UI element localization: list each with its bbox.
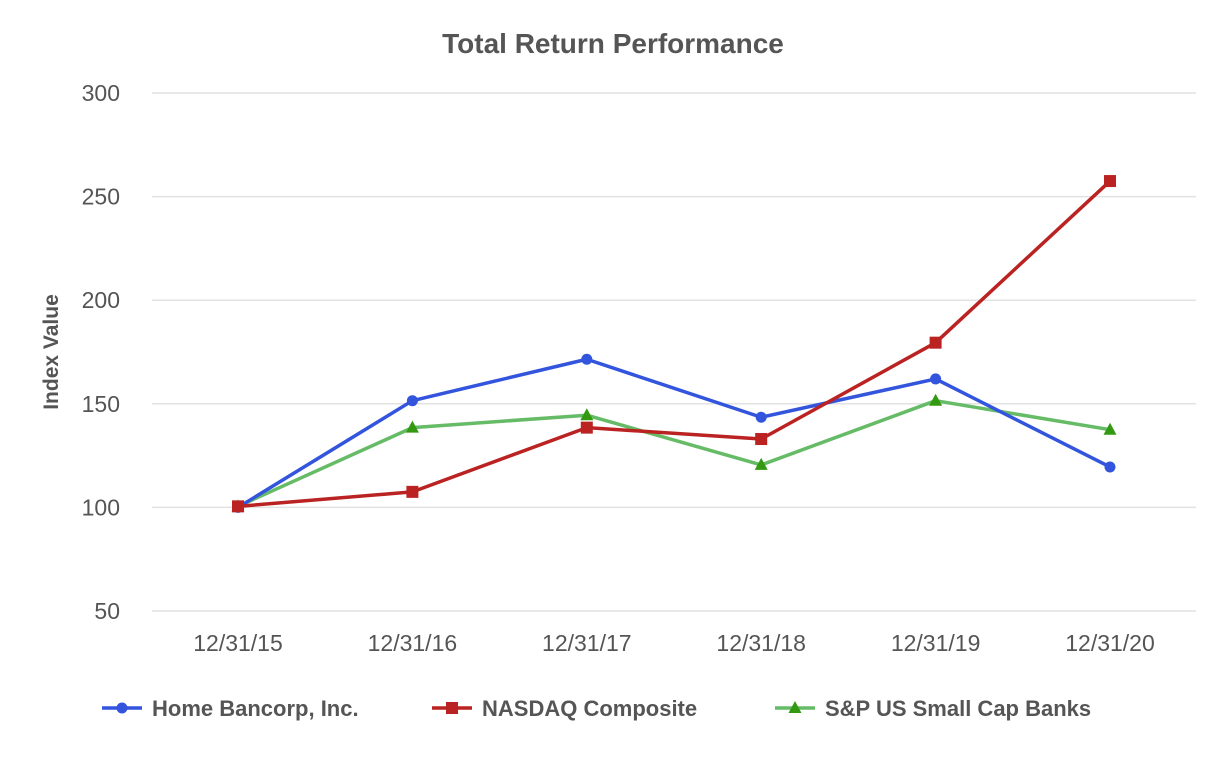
y-tick-label: 200 (82, 287, 120, 313)
x-tick-label: 12/31/19 (891, 630, 981, 656)
data-point (1104, 461, 1116, 473)
x-tick-label: 12/31/16 (368, 630, 458, 656)
data-point (929, 336, 942, 349)
data-point (929, 393, 943, 406)
gridlines (152, 92, 1196, 612)
legend-label: Home Bancorp, Inc. (152, 696, 359, 721)
legend-marker (446, 702, 458, 714)
data-point (580, 408, 594, 421)
data-point (232, 500, 244, 513)
y-axis-title: Index Value (40, 294, 63, 410)
y-tick-label: 250 (82, 184, 120, 210)
data-point (580, 421, 593, 434)
legend-marker (116, 702, 128, 714)
legend-item: S&P US Small Cap Banks (775, 696, 1091, 721)
x-tick-label: 12/31/15 (193, 630, 283, 656)
y-tick-label: 150 (82, 391, 120, 417)
y-tick-label: 100 (82, 494, 120, 520)
data-point (1103, 422, 1117, 435)
x-tick-label: 12/31/17 (542, 630, 632, 656)
x-tick-label: 12/31/20 (1065, 630, 1155, 656)
x-axis-ticks: 12/31/15 12/31/16 12/31/17 12/31/18 12/31/19… (193, 630, 1155, 656)
legend-item: Home Bancorp, Inc. (102, 696, 359, 721)
series-line (236, 179, 1112, 509)
data-point (930, 373, 942, 385)
series-lines (231, 175, 1117, 513)
legend-item: NASDAQ Composite (432, 696, 697, 721)
chart-title: Total Return Performance (442, 28, 784, 59)
legend-label: NASDAQ Composite (482, 696, 697, 721)
data-point (406, 395, 418, 407)
data-point (406, 485, 419, 498)
data-point (754, 457, 768, 470)
data-point (755, 433, 768, 446)
series-line (236, 398, 1112, 509)
series-1 (232, 175, 1116, 513)
legend: Home Bancorp, Inc. NASDAQ Composite S&P US… (102, 696, 1091, 721)
y-axis-ticks: 50 100 150 200 250 300 (82, 80, 120, 624)
series-2 (231, 393, 1117, 512)
data-point (581, 353, 593, 365)
data-point (1104, 175, 1116, 188)
legend-marker (788, 701, 802, 713)
data-point (755, 411, 767, 423)
y-tick-label: 50 (94, 598, 120, 624)
y-tick-label: 300 (82, 80, 120, 106)
series-line (236, 357, 1112, 510)
x-tick-label: 12/31/18 (716, 630, 806, 656)
legend-label: S&P US Small Cap Banks (825, 696, 1091, 721)
data-point (405, 420, 419, 433)
